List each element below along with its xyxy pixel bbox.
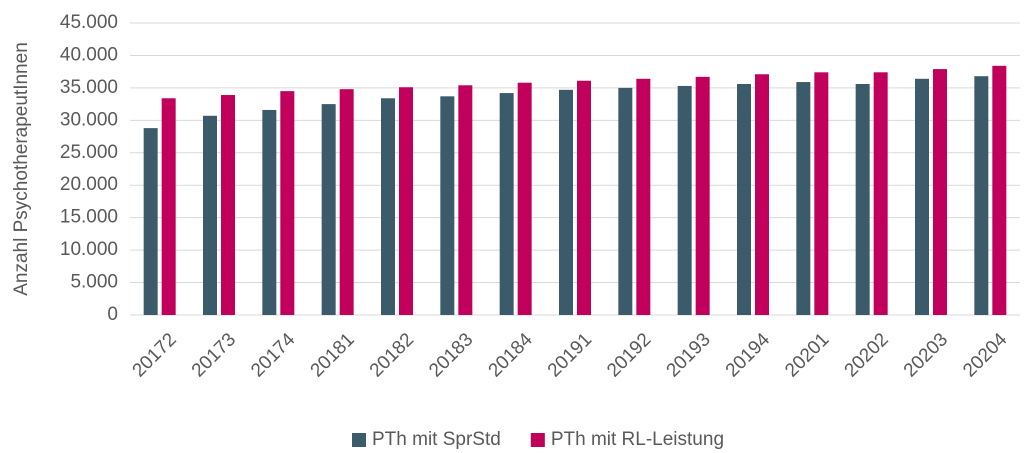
bar	[873, 72, 888, 315]
x-tick-label: 20183	[425, 329, 477, 381]
y-tick-label: 45.000	[60, 12, 118, 33]
x-tick-label: 20193	[663, 329, 715, 381]
y-tick-label: 40.000	[60, 44, 118, 65]
bar	[814, 72, 829, 315]
bar	[855, 83, 870, 316]
x-tick-label: 20181	[307, 329, 359, 381]
y-tick-label: 35.000	[60, 77, 118, 98]
bar	[280, 91, 295, 315]
x-tick-label: 20172	[129, 329, 181, 381]
x-tick-label: 20184	[485, 329, 538, 382]
bar	[796, 82, 811, 315]
bar	[339, 89, 354, 315]
bar	[517, 82, 532, 315]
bar	[737, 83, 751, 316]
bar	[499, 93, 514, 315]
x-tick-label: 20194	[722, 329, 775, 382]
bar	[440, 96, 455, 315]
legend-swatch	[530, 433, 545, 447]
y-tick-label: 30.000	[60, 109, 118, 130]
x-tick-label: 20202	[841, 329, 893, 381]
bar	[933, 69, 947, 316]
x-tick-label: 20191	[544, 329, 596, 381]
x-tick-label: 20174	[247, 329, 300, 382]
x-tick-label: 20192	[603, 329, 655, 381]
x-tick-label: 20173	[188, 329, 240, 381]
y-tick-label: 0	[107, 304, 118, 325]
bar	[992, 65, 1007, 316]
bar	[677, 85, 692, 315]
y-tick-label: 25.000	[60, 142, 118, 163]
bar	[755, 74, 769, 315]
bar	[695, 76, 710, 315]
y-tick-label: 15.000	[60, 207, 118, 228]
y-tick-label: 5.000	[70, 272, 118, 293]
bar	[321, 104, 336, 315]
bar	[636, 78, 651, 315]
bar	[974, 76, 989, 315]
bar	[399, 87, 413, 316]
bar	[577, 80, 591, 315]
legend-label: PTh mit RL-Leistung	[551, 429, 724, 450]
legend-label: PTh mit SprStd	[372, 429, 501, 450]
bar	[915, 78, 929, 315]
y-tick-label: 20.000	[60, 174, 118, 195]
x-tick-label: 20182	[366, 329, 418, 381]
bar	[262, 109, 277, 315]
legend-swatch	[352, 433, 366, 447]
y-axis-label: Anzahl PsychotherapeutInnen	[11, 42, 32, 296]
y-tick-label: 10.000	[60, 239, 118, 260]
bar	[458, 85, 473, 315]
x-tick-label: 20204	[959, 329, 1012, 382]
bar	[559, 89, 573, 315]
bar	[161, 98, 176, 315]
x-tick-label: 20201	[781, 329, 833, 381]
bar	[143, 128, 158, 315]
bar	[221, 95, 235, 315]
bar	[618, 87, 633, 315]
bar	[381, 98, 395, 315]
x-tick-label: 20203	[900, 329, 952, 381]
bar	[203, 115, 217, 316]
